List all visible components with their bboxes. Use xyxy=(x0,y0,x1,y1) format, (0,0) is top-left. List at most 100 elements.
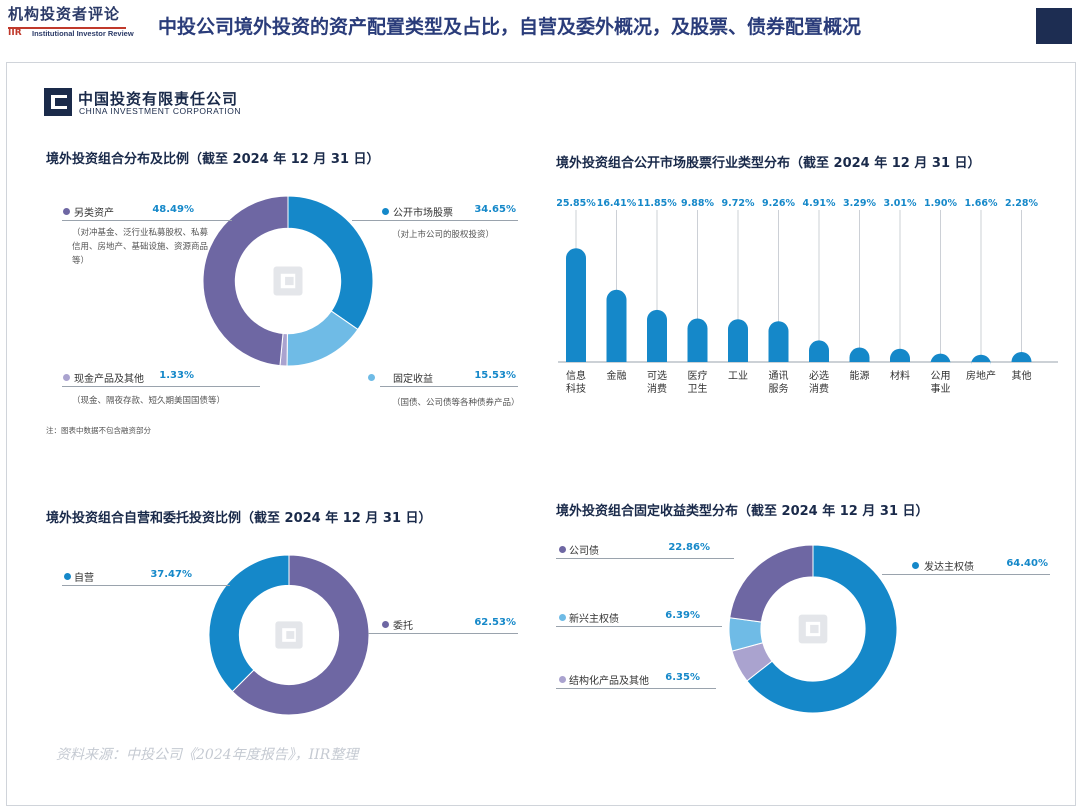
bar-tick-label: 金融 xyxy=(607,369,627,382)
bar-tick-label: 服务 xyxy=(769,382,789,395)
label-alternative: 另类资产 xyxy=(74,208,114,219)
asset-allocation-donut xyxy=(202,195,374,367)
bar-1 xyxy=(606,289,627,362)
bar-tick-label: 通讯 xyxy=(769,370,789,382)
legend-dot-dm-sovereign xyxy=(912,562,919,569)
fixed-income-slice-3 xyxy=(729,544,814,623)
value-alternative: 48.49% xyxy=(152,204,194,215)
self-vs-delegated-donut xyxy=(208,554,370,716)
bar-tick-label: 可选 xyxy=(647,369,667,382)
bar-value-label: 9.88% xyxy=(681,198,714,209)
legend-dot-alternative xyxy=(63,208,70,215)
bar-value-label: 3.01% xyxy=(884,198,917,209)
value-em-sovereign: 6.39% xyxy=(665,610,700,621)
bar-0 xyxy=(566,248,586,362)
bar-tick-label: 卫生 xyxy=(688,382,708,395)
bar-tick-label: 必选 xyxy=(809,369,829,382)
leader-line-equity xyxy=(352,220,518,221)
cic-name-cn: 中国投资有限责任公司 xyxy=(78,90,239,108)
value-fixed-income: 15.53% xyxy=(474,370,516,381)
legend-dot-delegated xyxy=(382,621,389,628)
bar-2 xyxy=(647,309,667,362)
cic-name-en: CHINA INVESTMENT CORPORATION xyxy=(79,106,241,116)
bar-value-label: 9.26% xyxy=(762,198,795,209)
chart2-title: 境外投资组合公开市场股票行业类型分布（截至 2024 年 12 月 31 日） xyxy=(556,156,981,171)
legend-dot-fixed-income xyxy=(368,374,375,381)
bar-tick-label: 消费 xyxy=(809,382,829,395)
asset-allocation-slice-0 xyxy=(287,195,374,331)
bar-5 xyxy=(768,321,789,362)
iir-logo-bar xyxy=(8,27,126,41)
bar-tick-label: 工业 xyxy=(728,370,748,382)
value-corporate: 22.86% xyxy=(668,542,710,553)
self-delegated-slice-1 xyxy=(208,554,290,693)
leader-line-cash xyxy=(62,386,260,387)
value-dm-sovereign: 64.40% xyxy=(1006,558,1048,569)
page-header: 机构投资者评论 IIR Institutional Investor Revie… xyxy=(0,0,1080,52)
label-dm-sovereign: 发达主权债 xyxy=(924,562,974,573)
bar-tick-label: 信息 xyxy=(566,369,586,382)
chart1-title: 境外投资组合分布及比例（截至 2024 年 12 月 31 日） xyxy=(46,152,380,167)
self-delegated-slice-0 xyxy=(231,554,370,716)
leader-line-delegated xyxy=(368,633,518,634)
leader-line-alternative xyxy=(62,220,232,221)
bar-value-label: 3.29% xyxy=(843,198,876,209)
bar-value-label: 1.90% xyxy=(924,198,957,209)
value-delegated: 62.53% xyxy=(474,617,516,628)
value-self: 37.47% xyxy=(150,569,192,580)
chart3-title: 境外投资组合自营和委托投资比例（截至 2024 年 12 月 31 日） xyxy=(46,511,432,526)
legend-dot-cash xyxy=(63,374,70,381)
bar-tick-label: 消费 xyxy=(647,382,667,395)
bar-3 xyxy=(687,318,708,362)
note-alternative: （对冲基金、泛行业私募股权、私募信用、房地产、基础设施、资源商品等） xyxy=(72,226,212,268)
iir-logo-cn: 机构投资者评论 xyxy=(8,5,121,23)
bar-value-label: 2.28% xyxy=(1005,198,1038,209)
bar-tick-label: 事业 xyxy=(931,382,951,395)
bar-value-label: 4.91% xyxy=(803,198,836,209)
bar-value-label: 25.85% xyxy=(556,198,596,209)
legend-dot-corporate xyxy=(559,546,566,553)
leader-line-corporate xyxy=(556,558,734,559)
bar-11 xyxy=(1011,351,1032,362)
legend-dot-structured xyxy=(559,676,566,683)
bar-6 xyxy=(809,340,829,362)
bar-value-label: 16.41% xyxy=(597,198,637,209)
leader-line-fixed-income xyxy=(380,386,518,387)
label-cash: 现金产品及其他 xyxy=(74,374,144,385)
bar-value-label: 11.85% xyxy=(637,198,677,209)
note-fixed-income: （国债、公司债等各种债券产品） xyxy=(392,398,520,408)
bar-8 xyxy=(890,348,910,362)
bar-value-label: 9.72% xyxy=(722,198,755,209)
label-delegated: 委托 xyxy=(393,621,413,632)
data-note: 注：图表中数据不包含融资部分 xyxy=(46,426,151,435)
label-self: 自营 xyxy=(74,573,94,584)
bar-tick-label: 能源 xyxy=(850,369,870,382)
leader-line-structured xyxy=(556,688,716,689)
value-equity: 34.65% xyxy=(474,204,516,215)
self-delegated-center-logo-icon xyxy=(275,621,303,649)
bar-7 xyxy=(849,347,870,362)
note-equity: （对上市公司的股权投资） xyxy=(392,230,495,240)
leader-line-em-sovereign xyxy=(556,626,722,627)
source-footnote: 资料来源：中投公司《2024年度报告》，IIR整理 xyxy=(56,747,359,763)
legend-dot-equity xyxy=(382,208,389,215)
label-structured: 结构化产品及其他 xyxy=(569,676,649,687)
note-cash: （现金、隔夜存款、短久期美国国债等） xyxy=(72,396,226,406)
iir-logo-en: Institutional Investor Review xyxy=(32,29,134,38)
chart4-title: 境外投资组合固定收益类型分布（截至 2024 年 12 月 31 日） xyxy=(556,504,929,519)
leader-line-self xyxy=(62,585,230,586)
bar-tick-label: 材料 xyxy=(890,369,910,382)
legend-dot-em-sovereign xyxy=(559,614,566,621)
bar-tick-label: 科技 xyxy=(566,382,586,395)
label-equity: 公开市场股票 xyxy=(393,208,453,219)
fixed-income-donut xyxy=(728,544,898,714)
bar-4 xyxy=(728,319,748,362)
publisher-badge-icon xyxy=(1036,8,1072,44)
fixed-income-center-logo-icon xyxy=(798,614,828,644)
asset-allocation-slice-3 xyxy=(202,195,289,367)
value-structured: 6.35% xyxy=(665,672,700,683)
bar-tick-label: 医疗 xyxy=(688,369,708,382)
iir-logo-mark: IIR xyxy=(8,28,22,38)
bar-9 xyxy=(930,353,951,364)
